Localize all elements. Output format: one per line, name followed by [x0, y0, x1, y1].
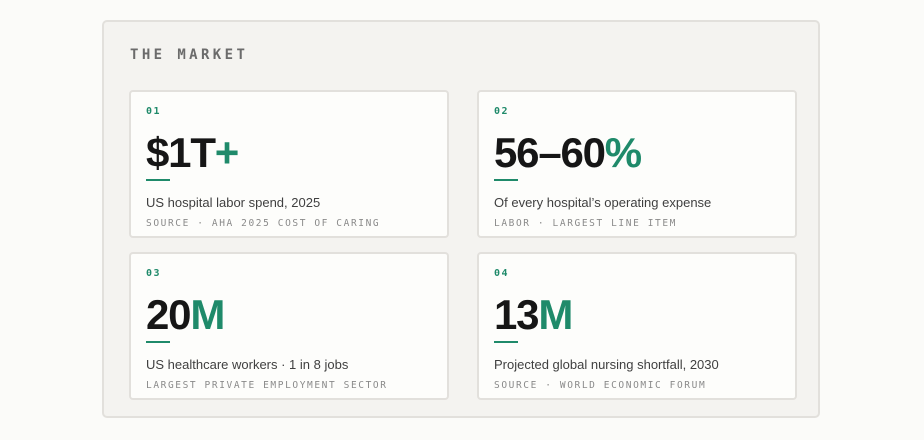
stat-card-labor-spend: 01 $1T+ US hospital labor spend, 2025 SO…	[129, 90, 449, 238]
stat-value-accent: M	[190, 291, 225, 338]
stat-value: $1T+	[146, 129, 240, 177]
stat-source: LABOR · LARGEST LINE ITEM	[494, 218, 677, 229]
stat-description: US healthcare workers · 1 in 8 jobs	[146, 357, 349, 372]
stat-source: SOURCE · WORLD ECONOMIC FORUM	[494, 380, 707, 391]
stat-value: 20M	[146, 291, 225, 339]
stat-value-accent: M	[538, 291, 573, 338]
stat-value-accent: +	[214, 129, 240, 176]
stat-value-accent: %	[604, 129, 642, 176]
stat-card-nursing-shortfall: 04 13M Projected global nursing shortfal…	[477, 252, 797, 400]
stat-value-main: 56–60	[494, 129, 606, 176]
card-number: 01	[146, 106, 162, 117]
stat-value: 56–60%	[494, 129, 642, 177]
accent-rule	[146, 341, 170, 343]
market-panel: THE MARKET 01 $1T+ US hospital labor spe…	[102, 20, 820, 418]
stat-card-operating-expense: 02 56–60% Of every hospital’s operating …	[477, 90, 797, 238]
stat-value-main: $1T	[146, 129, 216, 176]
stat-description: Projected global nursing shortfall, 2030	[494, 357, 719, 372]
accent-rule	[494, 179, 518, 181]
stat-value: 13M	[494, 291, 573, 339]
accent-rule	[494, 341, 518, 343]
card-number: 03	[146, 268, 162, 279]
stat-source: LARGEST PRIVATE EMPLOYMENT SECTOR	[146, 380, 388, 391]
card-number: 02	[494, 106, 510, 117]
stat-source: SOURCE · AHA 2025 COST OF CARING	[146, 218, 381, 229]
accent-rule	[146, 179, 170, 181]
stat-description: Of every hospital’s operating expense	[494, 195, 712, 210]
stat-description: US hospital labor spend, 2025	[146, 195, 321, 210]
stat-value-main: 13	[494, 291, 540, 338]
card-number: 04	[494, 268, 510, 279]
stat-card-healthcare-workers: 03 20M US healthcare workers · 1 in 8 jo…	[129, 252, 449, 400]
section-title: THE MARKET	[130, 47, 249, 63]
stat-value-main: 20	[146, 291, 192, 338]
